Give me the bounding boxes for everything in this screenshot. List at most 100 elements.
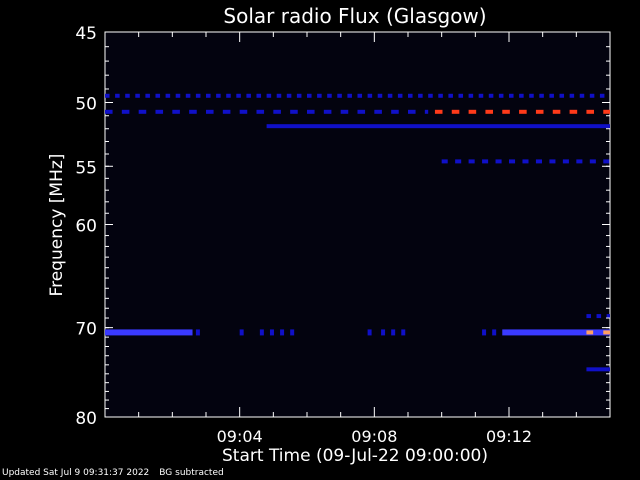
band-50.7-early-dash — [290, 109, 298, 114]
comb-49.5-dash — [559, 93, 565, 98]
band-50.7-early-dash — [273, 109, 281, 114]
background-note: BG subtracted — [159, 468, 224, 478]
band-50.7-early-dash — [121, 109, 130, 114]
burst-mark-70-5 — [269, 329, 274, 336]
band-50.7-early-dash — [424, 109, 429, 114]
burst-mark-70-5 — [401, 329, 406, 336]
band-74.5 — [586, 367, 610, 372]
comb-49.5-dash — [549, 93, 554, 98]
comb-49.5-dash — [317, 93, 322, 98]
burst-70.5 — [586, 330, 594, 335]
burst-70.5-b — [603, 330, 610, 335]
comb-49.5-dash — [569, 93, 575, 98]
band-54.6-dash — [576, 159, 583, 164]
band-50.7-early-dash — [155, 109, 164, 114]
band-50.7-late-dash — [535, 109, 544, 114]
comb-49.5-dash — [397, 93, 403, 98]
band-50.7-early-dash — [222, 109, 231, 114]
band-54.6-dash — [509, 159, 516, 164]
band-50.7-late-dash — [502, 109, 510, 114]
comb-49.5-dash — [206, 93, 211, 98]
comb-49.5-dash — [135, 93, 140, 98]
burst-mark-70-5 — [239, 329, 244, 336]
x-tick-label: 09:04 — [217, 427, 263, 446]
comb-49.5-dash — [155, 93, 161, 98]
band-50.7-late-dash — [603, 109, 610, 114]
band-68.8-dash — [606, 314, 610, 319]
y-tick-label: 55 — [75, 158, 97, 178]
comb-49.5-dash — [377, 93, 383, 98]
y-tick-label: 45 — [75, 24, 97, 44]
band-54.6-dash — [495, 159, 502, 164]
comb-49.5-dash — [488, 93, 494, 98]
band-50.7-early-dash — [138, 109, 147, 114]
comb-49.5-dash — [256, 93, 262, 98]
y-axis: 45 50 55 60 70 80 — [75, 24, 610, 429]
comb-49.5-dash — [185, 93, 191, 98]
band-50.7-late-dash — [519, 109, 527, 114]
comb-49.5-dash — [266, 93, 272, 98]
comb-49.5-dash — [145, 93, 150, 98]
y-tick-label: 50 — [75, 95, 97, 115]
burst-mark-70-5 — [259, 329, 264, 336]
burst-mark-70-5 — [290, 329, 295, 336]
comb-49.5-dash — [165, 93, 171, 98]
band-54.6-dash — [589, 159, 596, 164]
comb-49.5-dash — [195, 93, 201, 98]
band-50.7-early-dash — [357, 109, 366, 114]
comb-49.5-dash — [307, 93, 312, 98]
comb-49.5-dash — [286, 93, 292, 98]
comb-49.5-dash — [418, 93, 423, 98]
comb-49.5-dash — [589, 93, 595, 98]
comb-49.5-dash — [175, 93, 181, 98]
band-54.6-dash — [468, 159, 475, 164]
band-50.7-late-dash — [552, 109, 561, 114]
comb-49.5-dash — [216, 93, 221, 98]
y-tick-label: 60 — [75, 217, 97, 237]
band-50.7-late-dash — [586, 109, 595, 114]
band-51.8 — [266, 124, 610, 129]
band-54.6-dash — [522, 159, 529, 164]
comb-49.5-dash — [105, 93, 110, 98]
x-tick-label: 09:08 — [351, 427, 397, 446]
chart-title: Solar radio Flux (Glasgow) — [223, 4, 486, 28]
comb-49.5-dash — [529, 93, 534, 98]
burst-mark-70-5 — [367, 329, 372, 336]
comb-49.5-dash — [367, 93, 373, 98]
comb-49.5-dash — [468, 93, 474, 98]
band-50.7-early-dash — [340, 109, 349, 114]
band-54.6-dash — [562, 159, 569, 164]
footer: Updated Sat Jul 9 09:31:37 2022 BG subtra… — [2, 468, 234, 478]
band-50.7-early-dash — [105, 109, 113, 114]
comb-49.5-dash — [387, 93, 393, 98]
band-70.5-b — [502, 329, 610, 336]
burst-mark-70-5 — [381, 329, 386, 336]
band-50.7-early-dash — [391, 109, 399, 114]
band-54.6-dash — [549, 159, 556, 164]
band-50.7-late-dash — [434, 109, 443, 114]
comb-49.5-dash — [438, 93, 443, 98]
band-50.7-late-dash — [485, 109, 494, 114]
x-axis-label: Start Time (09-Jul-22 09:00:00) — [222, 446, 488, 466]
band-50.7-early-dash — [307, 109, 315, 114]
comb-49.5-dash — [498, 93, 504, 98]
band-50.7-early-dash — [374, 109, 382, 114]
spectrogram-features — [105, 93, 610, 372]
comb-49.5-dash — [599, 93, 605, 98]
burst-mark-70-5 — [391, 329, 396, 336]
band-50.7-early-dash — [408, 109, 416, 114]
comb-49.5-dash — [539, 93, 544, 98]
comb-49.5-dash — [337, 93, 342, 98]
burst-mark-70-5 — [492, 329, 497, 336]
comb-49.5-dash — [347, 93, 352, 98]
burst-mark-70-5 — [482, 329, 487, 336]
comb-49.5-dash — [327, 93, 332, 98]
band-50.7-late-dash — [569, 109, 578, 114]
band-68.8-dash — [586, 314, 591, 319]
band-54.6-dash — [441, 159, 448, 164]
comb-49.5-dash — [357, 93, 363, 98]
band-54.6-dash — [535, 159, 542, 164]
band-50.7-early-dash — [256, 109, 265, 114]
comb-49.5-dash — [236, 93, 241, 98]
